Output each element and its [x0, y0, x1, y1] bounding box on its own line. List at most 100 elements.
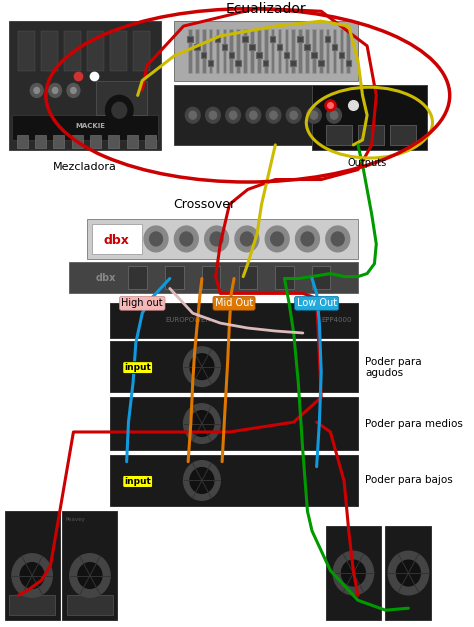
Bar [201, 52, 207, 58]
Circle shape [183, 461, 220, 500]
Text: EPP4000: EPP4000 [321, 317, 352, 323]
Bar [270, 36, 275, 42]
Bar [110, 398, 358, 450]
Text: input: input [124, 477, 151, 486]
Circle shape [229, 111, 237, 119]
Bar [69, 261, 358, 293]
Bar [264, 29, 267, 73]
Circle shape [112, 102, 127, 118]
Text: High out: High out [121, 298, 163, 308]
Bar [325, 36, 330, 42]
Bar [195, 29, 199, 73]
Bar [291, 60, 296, 66]
Bar [275, 266, 294, 290]
Bar [390, 125, 416, 145]
Circle shape [70, 554, 110, 598]
Bar [257, 29, 261, 73]
Bar [216, 29, 219, 73]
Circle shape [52, 88, 58, 93]
Bar [326, 125, 352, 145]
Bar [35, 135, 46, 148]
Circle shape [246, 107, 261, 123]
Bar [237, 29, 240, 73]
Bar [174, 85, 427, 145]
Circle shape [326, 226, 350, 252]
Text: Ecualizador: Ecualizador [226, 3, 307, 16]
Bar [64, 31, 81, 71]
Bar [67, 595, 113, 615]
Bar [145, 135, 156, 148]
Bar [228, 52, 234, 58]
Bar [312, 85, 427, 150]
Circle shape [106, 95, 133, 125]
Bar [333, 29, 337, 73]
Text: Poder para
agudos: Poder para agudos [365, 357, 422, 379]
Bar [41, 31, 58, 71]
Circle shape [327, 107, 341, 123]
Bar [263, 60, 268, 66]
Bar [339, 29, 343, 73]
Circle shape [190, 354, 214, 379]
Text: MACKIE: MACKIE [76, 123, 106, 129]
Bar [188, 29, 192, 73]
Bar [326, 526, 381, 620]
Circle shape [185, 107, 200, 123]
Circle shape [265, 226, 289, 252]
Circle shape [67, 83, 80, 97]
Circle shape [250, 111, 257, 119]
Bar [165, 266, 183, 290]
Bar [346, 60, 351, 66]
Text: Mezcladora: Mezcladora [53, 162, 117, 172]
Bar [53, 135, 64, 148]
Circle shape [34, 88, 39, 93]
Bar [202, 29, 206, 73]
Circle shape [388, 551, 428, 595]
Circle shape [150, 232, 163, 246]
Bar [358, 125, 383, 145]
Circle shape [190, 468, 214, 493]
Bar [249, 44, 255, 50]
Circle shape [240, 232, 253, 246]
Bar [250, 29, 254, 73]
Bar [236, 60, 241, 66]
Circle shape [341, 560, 365, 586]
Circle shape [174, 226, 198, 252]
Bar [110, 455, 358, 506]
Circle shape [266, 107, 281, 123]
Bar [194, 44, 200, 50]
Bar [326, 29, 329, 73]
Bar [242, 36, 248, 42]
Bar [96, 80, 147, 115]
Text: Outputs: Outputs [347, 158, 387, 168]
Bar [18, 31, 35, 71]
Bar [284, 29, 288, 73]
Text: Peavey: Peavey [65, 517, 85, 522]
Bar [297, 36, 303, 42]
Circle shape [180, 232, 193, 246]
Bar [312, 29, 316, 73]
Bar [90, 135, 101, 148]
Bar [223, 29, 226, 73]
Text: Low Out: Low Out [297, 298, 337, 308]
Circle shape [210, 232, 223, 246]
Circle shape [209, 111, 217, 119]
Circle shape [330, 111, 338, 119]
Bar [108, 135, 119, 148]
Circle shape [189, 111, 196, 119]
Circle shape [71, 88, 76, 93]
Bar [238, 266, 257, 290]
Circle shape [20, 562, 44, 588]
Circle shape [183, 347, 220, 386]
Circle shape [190, 411, 214, 436]
Bar [208, 60, 213, 66]
Bar [277, 44, 282, 50]
Bar [110, 31, 127, 71]
Circle shape [286, 107, 301, 123]
Text: dbx: dbx [95, 273, 116, 283]
Circle shape [271, 232, 283, 246]
Bar [17, 135, 27, 148]
Bar [133, 31, 150, 71]
Text: Crossover: Crossover [173, 198, 235, 211]
Bar [305, 29, 309, 73]
Bar [5, 511, 60, 620]
